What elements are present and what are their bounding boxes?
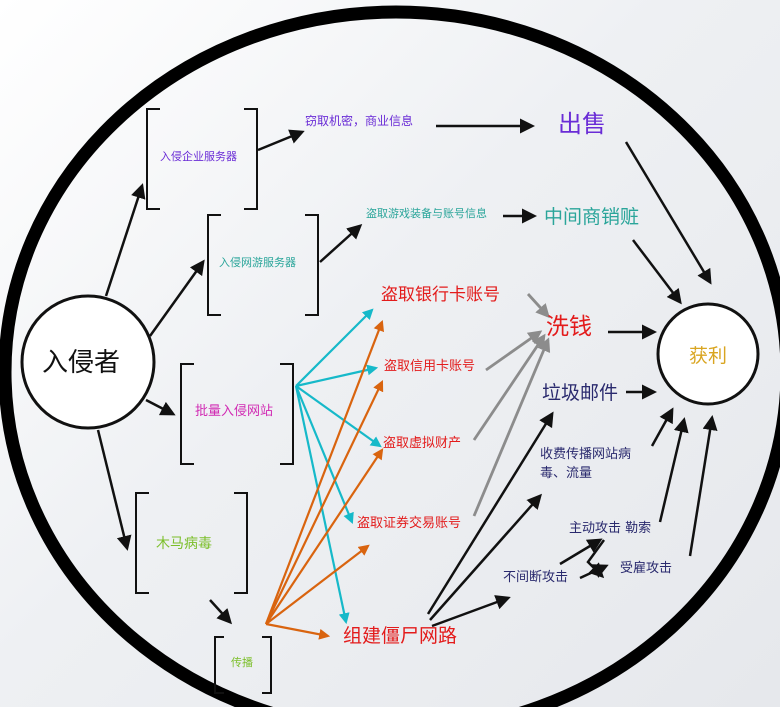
arrow-botnet-spam <box>426 411 554 615</box>
arrow-sell-profit <box>624 141 712 285</box>
active-attack-label: 主动攻击 勒索 <box>569 521 652 536</box>
botnet-label: 组建僵尸网路 <box>343 625 458 647</box>
orange-arrow-credit <box>265 380 384 625</box>
cyan-arrow-botnet <box>294 385 350 625</box>
continuous-attack-label: 不间断攻击 <box>503 570 569 585</box>
intruder-label: 入侵者 <box>42 348 121 378</box>
bracket-game-right <box>305 214 319 316</box>
paid-spread-label-line1: 收费传播网站病 <box>540 447 632 462</box>
arrow-enterprise-secrets <box>257 129 305 152</box>
arrow-attack-split <box>586 539 606 579</box>
trojan-label: 木马病毒 <box>156 536 212 552</box>
bracket-spread-left <box>214 636 224 694</box>
gray-arrow-virtual <box>472 333 546 441</box>
cyan-arrow-securities <box>294 385 354 525</box>
bracket-spread-right <box>262 636 272 694</box>
enterprise-servers-label: 入侵企业服务器 <box>160 150 237 163</box>
arrow-botnet-paidspread <box>429 493 542 621</box>
mass-websites-label: 批量入侵网站 <box>195 404 274 419</box>
arrow-continuous-active <box>559 538 603 566</box>
game-servers-label: 入侵网游服务器 <box>219 256 296 269</box>
spam-label: 垃圾邮件 <box>542 382 619 404</box>
gray-arrow-securities <box>472 337 551 517</box>
orange-arrow-virtual <box>265 448 384 625</box>
arrow-intruder-mass <box>145 398 176 416</box>
money-laundering-label: 洗钱 <box>546 314 592 340</box>
steal-virtual-assets-label: 盗取虚拟财产 <box>383 436 462 451</box>
intruder-circle <box>20 294 156 430</box>
sell-label: 出售 <box>558 110 606 138</box>
outer-circle <box>0 5 780 707</box>
arrow-intruder-trojan <box>96 429 132 551</box>
gray-arrow-bank <box>526 293 550 319</box>
arrow-intruder-enterprise <box>104 183 146 297</box>
arrow-game-items <box>319 223 363 263</box>
steal-credit-card-label: 盗取信用卡账号 <box>384 359 476 374</box>
bracket-enterprise-left <box>146 108 160 210</box>
orange-arrow-bank <box>264 319 384 625</box>
bracket-trojan-right <box>234 492 248 594</box>
arrow-active-profit <box>658 417 689 523</box>
profit-label: 获利 <box>689 345 728 367</box>
orange-arrow-botnet <box>265 622 331 640</box>
arrow-intruder-game <box>148 259 205 337</box>
bracket-enterprise-right <box>244 108 258 210</box>
spread-label: 传播 <box>231 656 253 669</box>
gray-arrow-credit <box>485 330 543 372</box>
arrow-trojan-spread <box>209 599 233 625</box>
bracket-mass-left <box>180 363 194 465</box>
bracket-mass-right <box>280 363 294 465</box>
orange-arrow-securities <box>265 544 370 625</box>
arrow-paidspread-profit <box>650 407 674 447</box>
steal-secrets-label: 窃取机密，商业信息 <box>305 114 414 128</box>
middleman-label: 中间商销赃 <box>544 206 640 228</box>
arrow-middleman-profit <box>632 239 682 305</box>
cyan-arrow-virtual <box>295 385 382 448</box>
paid-spread-label-line2: 毒、流量 <box>540 466 593 481</box>
arrow-hired-profit <box>688 415 718 557</box>
bracket-trojan-left <box>135 492 149 594</box>
steal-bank-card-label: 盗取银行卡账号 <box>381 285 500 305</box>
bracket-game-left <box>207 214 221 316</box>
steal-securities-label: 盗取证券交易账号 <box>357 516 462 531</box>
hired-attack-label: 受雇攻击 <box>620 561 673 576</box>
arrow-botnet-continuous <box>431 595 511 628</box>
cyan-arrow-bank <box>295 308 374 387</box>
profit-circle <box>656 302 760 406</box>
steal-game-items-label: 盗取游戏装备与账号信息 <box>366 207 487 220</box>
